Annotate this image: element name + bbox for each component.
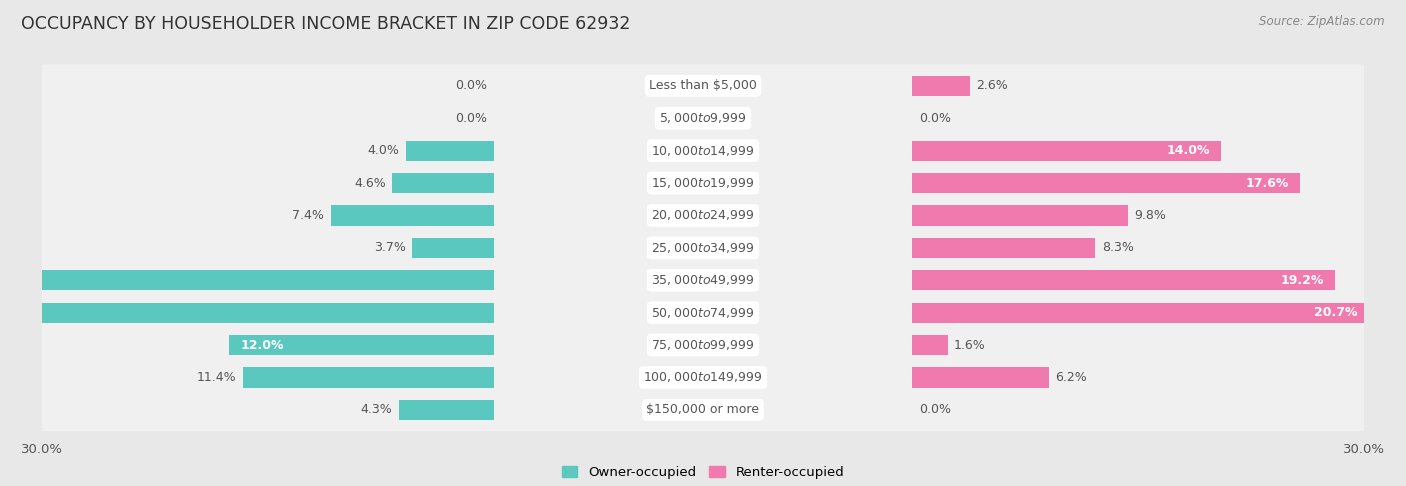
Text: 11.4%: 11.4% (197, 371, 236, 384)
FancyBboxPatch shape (39, 129, 1367, 172)
FancyBboxPatch shape (39, 65, 1367, 107)
Text: $15,000 to $19,999: $15,000 to $19,999 (651, 176, 755, 190)
FancyBboxPatch shape (39, 259, 1367, 302)
Text: $150,000 or more: $150,000 or more (647, 403, 759, 417)
Text: 20.7%: 20.7% (1313, 306, 1357, 319)
Text: 0.0%: 0.0% (920, 112, 950, 125)
Bar (912, 367, 1049, 387)
Text: $100,000 to $149,999: $100,000 to $149,999 (644, 370, 762, 384)
Text: $75,000 to $99,999: $75,000 to $99,999 (651, 338, 755, 352)
Bar (0, 303, 494, 323)
Bar (912, 303, 1368, 323)
Text: $35,000 to $49,999: $35,000 to $49,999 (651, 273, 755, 287)
Bar (912, 206, 1128, 226)
Text: 0.0%: 0.0% (456, 112, 486, 125)
Bar (912, 238, 1095, 258)
Bar (912, 76, 970, 96)
FancyBboxPatch shape (39, 162, 1367, 205)
Bar (243, 367, 494, 387)
Text: 2.6%: 2.6% (976, 79, 1008, 92)
Text: $25,000 to $34,999: $25,000 to $34,999 (651, 241, 755, 255)
Bar (912, 173, 1301, 193)
Text: $5,000 to $9,999: $5,000 to $9,999 (659, 111, 747, 125)
FancyBboxPatch shape (39, 194, 1367, 237)
Legend: Owner-occupied, Renter-occupied: Owner-occupied, Renter-occupied (557, 460, 849, 484)
FancyBboxPatch shape (39, 97, 1367, 139)
Text: 14.0%: 14.0% (1166, 144, 1209, 157)
Text: $50,000 to $74,999: $50,000 to $74,999 (651, 306, 755, 320)
Bar (405, 140, 494, 161)
Text: OCCUPANCY BY HOUSEHOLDER INCOME BRACKET IN ZIP CODE 62932: OCCUPANCY BY HOUSEHOLDER INCOME BRACKET … (21, 15, 630, 33)
Text: 0.0%: 0.0% (456, 79, 486, 92)
Bar (399, 400, 494, 420)
Bar (412, 238, 494, 258)
Bar (392, 173, 494, 193)
Text: 7.4%: 7.4% (292, 209, 325, 222)
Text: 1.6%: 1.6% (955, 339, 986, 351)
Text: $10,000 to $14,999: $10,000 to $14,999 (651, 144, 755, 157)
FancyBboxPatch shape (39, 226, 1367, 269)
FancyBboxPatch shape (39, 291, 1367, 334)
FancyBboxPatch shape (39, 324, 1367, 366)
Bar (912, 335, 948, 355)
Bar (229, 335, 494, 355)
Bar (912, 270, 1336, 290)
Text: 9.8%: 9.8% (1135, 209, 1167, 222)
Bar (0, 270, 494, 290)
Text: 8.3%: 8.3% (1102, 242, 1133, 254)
Text: 17.6%: 17.6% (1246, 176, 1289, 190)
Text: 4.3%: 4.3% (361, 403, 392, 417)
Text: 4.0%: 4.0% (367, 144, 399, 157)
Text: Source: ZipAtlas.com: Source: ZipAtlas.com (1260, 15, 1385, 28)
Text: Less than $5,000: Less than $5,000 (650, 79, 756, 92)
FancyBboxPatch shape (39, 356, 1367, 399)
Text: $20,000 to $24,999: $20,000 to $24,999 (651, 208, 755, 223)
Text: 4.6%: 4.6% (354, 176, 385, 190)
Bar (330, 206, 494, 226)
Text: 19.2%: 19.2% (1281, 274, 1324, 287)
FancyBboxPatch shape (39, 388, 1367, 431)
Bar (912, 140, 1220, 161)
Text: 3.7%: 3.7% (374, 242, 405, 254)
Text: 12.0%: 12.0% (240, 339, 284, 351)
Text: 0.0%: 0.0% (920, 403, 950, 417)
Text: 6.2%: 6.2% (1056, 371, 1087, 384)
